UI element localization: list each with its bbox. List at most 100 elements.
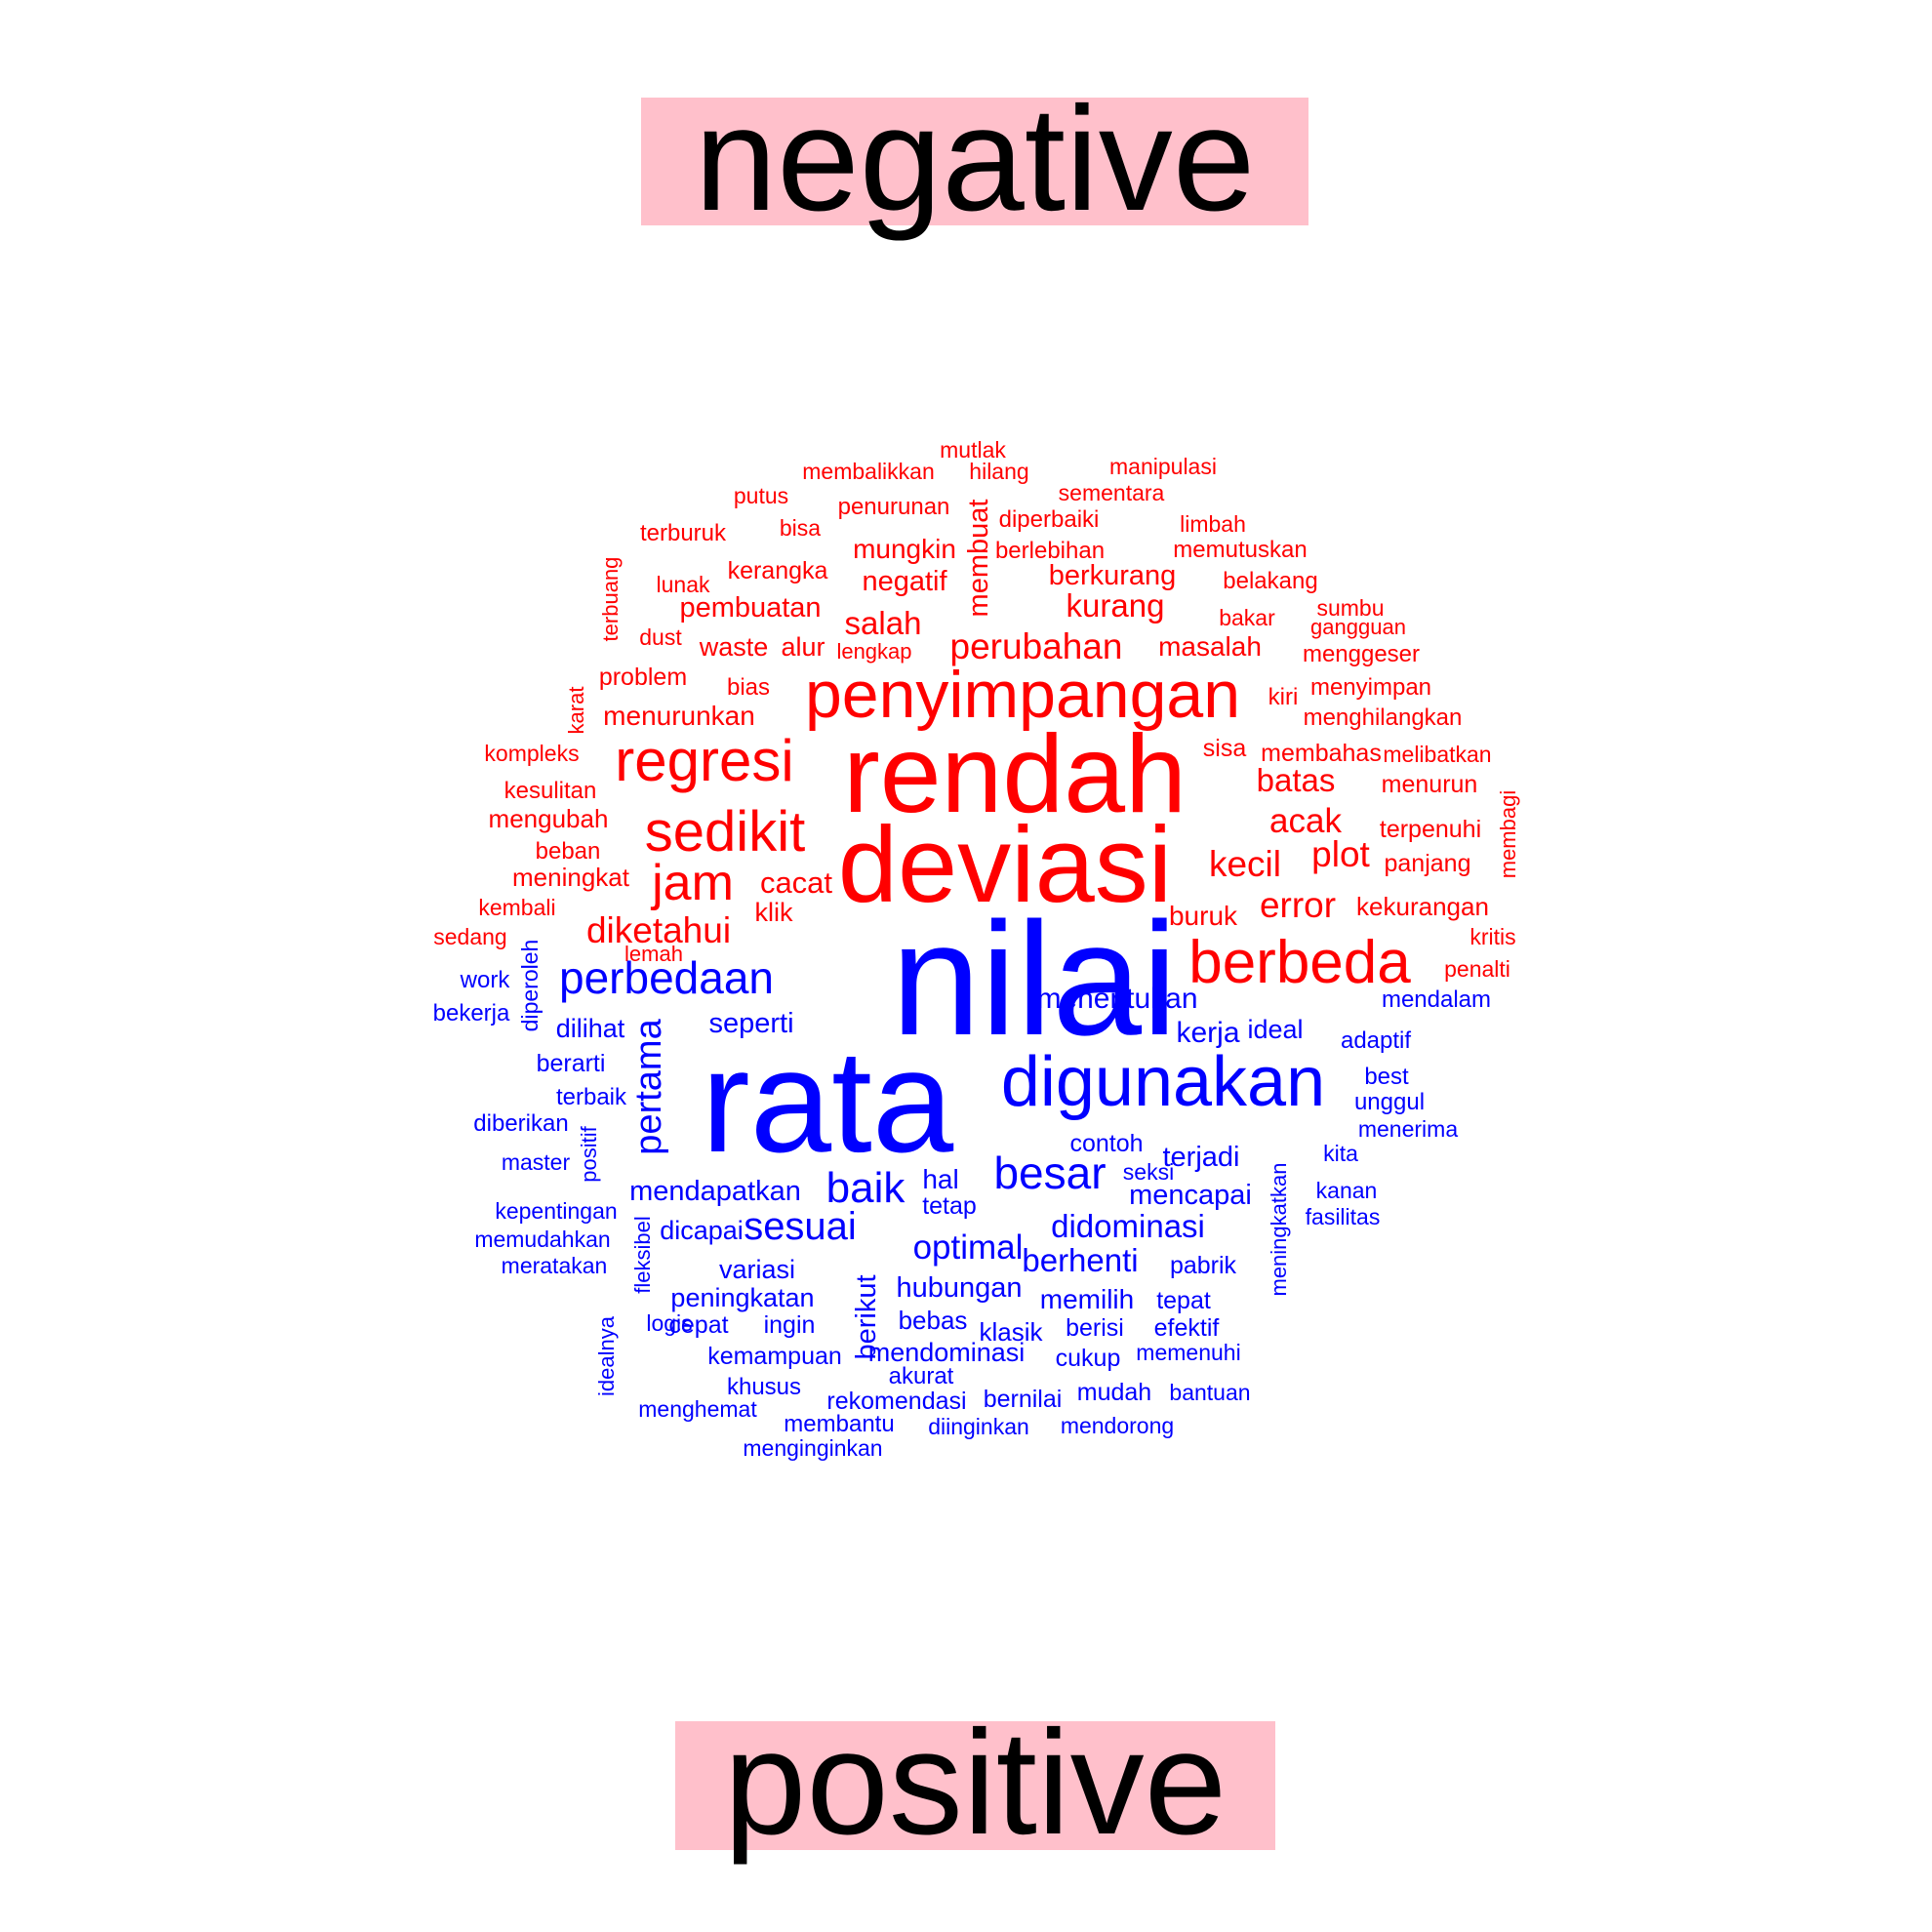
word-positive: fleksibel <box>630 1216 655 1293</box>
word-positive: bekerja <box>433 1000 510 1026</box>
word-positive: berarti <box>537 1050 606 1077</box>
word-positive: menerima <box>1358 1116 1458 1142</box>
word-negative: limbah <box>1180 511 1246 537</box>
word-positive: tetap <box>922 1192 977 1220</box>
word-negative: diperbaiki <box>999 506 1100 533</box>
word-negative: melibatkan <box>1383 742 1491 767</box>
word-negative: diketahui <box>586 910 731 950</box>
word-negative: penalti <box>1444 956 1510 982</box>
word-positive: work <box>460 967 511 993</box>
word-negative: plot <box>1311 834 1370 874</box>
word-positive: menghemat <box>638 1396 757 1422</box>
word-negative: membahas <box>1261 740 1382 767</box>
word-positive: terjadi <box>1163 1142 1240 1173</box>
word-positive: mendalam <box>1382 986 1491 1013</box>
word-positive: meningkatkan <box>1267 1163 1291 1297</box>
word-negative: sumbu <box>1316 595 1384 621</box>
word-positive: fasilitas <box>1306 1204 1381 1229</box>
word-positive: kepentingan <box>495 1198 617 1224</box>
word-positive: kita <box>1323 1141 1358 1166</box>
word-negative: klik <box>755 898 793 927</box>
word-negative: sementara <box>1059 480 1165 505</box>
word-negative: menghilangkan <box>1304 704 1463 731</box>
word-positive: dilihat <box>556 1014 625 1043</box>
word-negative: menggeser <box>1303 641 1420 667</box>
word-negative: kurang <box>1067 587 1165 624</box>
word-positive: menentukan <box>1036 983 1197 1015</box>
word-positive: cukup <box>1056 1345 1121 1372</box>
word-positive: positif <box>577 1125 601 1182</box>
word-positive: diinginkan <box>928 1414 1029 1439</box>
word-positive: rekomendasi <box>826 1388 966 1415</box>
word-positive: ideal <box>1247 1015 1303 1044</box>
word-negative: membalikkan <box>802 459 935 484</box>
word-positive: tepat <box>1156 1287 1211 1314</box>
word-negative: terbuang <box>598 557 623 642</box>
word-positive: optimal <box>913 1228 1024 1267</box>
word-negative: mutlak <box>940 437 1006 463</box>
word-positive: berhenti <box>1022 1242 1138 1278</box>
word-negative: memutuskan <box>1173 537 1307 563</box>
word-positive: meratakan <box>502 1253 608 1278</box>
word-negative: terburuk <box>640 520 727 546</box>
word-positive: terbaik <box>556 1084 627 1110</box>
word-negative: sedang <box>433 924 506 949</box>
word-negative: salah <box>845 605 922 641</box>
word-positive: diperoleh <box>517 940 543 1032</box>
word-positive: efektif <box>1154 1314 1220 1342</box>
word-negative: bisa <box>780 515 821 541</box>
word-negative: kesulitan <box>504 778 597 804</box>
word-positive: besar <box>993 1147 1106 1198</box>
word-positive: digunakan <box>1001 1043 1325 1121</box>
word-positive: akurat <box>889 1363 954 1389</box>
word-negative: kecil <box>1209 844 1281 884</box>
word-negative: menurunkan <box>603 701 755 731</box>
word-positive: best <box>1364 1064 1409 1090</box>
word-negative: buruk <box>1169 901 1238 931</box>
word-positive: bantuan <box>1169 1380 1250 1405</box>
word-negative: cacat <box>760 865 832 900</box>
word-negative: membagi <box>1496 790 1520 878</box>
word-negative: lunak <box>657 572 710 597</box>
word-positive: idealnya <box>594 1315 619 1396</box>
word-positive: dicapai <box>660 1216 744 1245</box>
word-positive: mencapai <box>1129 1180 1252 1211</box>
word-positive: sesuai <box>744 1205 857 1248</box>
word-negative: sisa <box>1203 735 1247 762</box>
word-positive: logis <box>646 1310 692 1336</box>
word-positive: mendominasi <box>868 1338 1026 1367</box>
word-negative: kembali <box>478 895 555 920</box>
word-negative: sedikit <box>645 800 805 864</box>
word-positive: baik <box>826 1164 906 1212</box>
word-positive: kerja <box>1176 1017 1239 1049</box>
word-negative: karat <box>564 687 588 735</box>
word-positive: cepat <box>668 1311 728 1339</box>
word-positive: menginginkan <box>743 1435 882 1461</box>
word-positive: pabrik <box>1170 1252 1237 1279</box>
word-negative: kerangka <box>728 557 828 584</box>
word-positive: hubungan <box>896 1272 1022 1304</box>
word-negative: negatif <box>862 566 947 597</box>
word-negative: menyimpan <box>1310 674 1431 701</box>
word-negative: regresi <box>615 728 793 793</box>
word-positive: bebas <box>899 1306 968 1335</box>
word-negative: problem <box>599 664 687 691</box>
word-positive: mendorong <box>1061 1413 1174 1438</box>
word-negative: hilang <box>969 459 1028 484</box>
word-positive: berikut <box>851 1274 882 1359</box>
word-positive: diberikan <box>473 1110 568 1137</box>
word-positive: variasi <box>719 1255 795 1284</box>
word-positive: didominasi <box>1051 1208 1205 1244</box>
word-negative: batas <box>1257 762 1336 798</box>
word-positive: klasik <box>979 1317 1043 1347</box>
word-positive: berisi <box>1066 1314 1124 1342</box>
word-negative: waste <box>699 632 769 662</box>
word-negative: menurun <box>1382 771 1478 798</box>
word-negative: bias <box>727 674 770 701</box>
word-positive: ingin <box>764 1311 816 1339</box>
word-negative: kiri <box>1268 684 1299 710</box>
word-negative: berlebihan <box>995 538 1105 564</box>
word-negative: manipulasi <box>1109 454 1217 479</box>
word-positive: khusus <box>727 1374 801 1400</box>
word-negative: perubahan <box>950 626 1123 666</box>
